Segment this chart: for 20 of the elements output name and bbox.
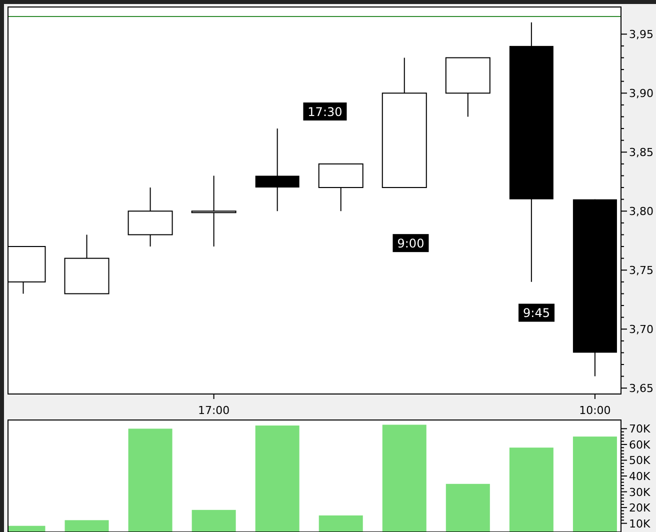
annotation: 17:30 [308, 104, 342, 119]
y-tick-label: 10K [629, 517, 651, 530]
y-tick-label: 3,90 [629, 87, 654, 100]
y-tick-label: 60K [629, 438, 651, 452]
annotation: 9:45 [523, 306, 550, 320]
candlestick [191, 175, 236, 248]
y-tick-label: 30K [629, 486, 651, 499]
x-tick-label: 10:00 [579, 404, 611, 417]
x-tick-label: 17:00 [198, 404, 230, 417]
y-tick-label: 3,85 [629, 146, 654, 160]
y-tick-label: 3,70 [629, 323, 654, 336]
y-tick-label: 70K [629, 422, 651, 436]
y-tick-label: 3,65 [629, 382, 654, 396]
y-tick-label: 50K [629, 454, 651, 468]
y-tick-label: 3,80 [629, 205, 654, 218]
y-tick-label: 3,95 [629, 28, 654, 42]
y-tick-label: 40K [629, 470, 651, 483]
y-tick-label: 20K [629, 502, 651, 515]
y-tick-label: 3,75 [629, 264, 654, 278]
annotation: 9:00 [397, 236, 424, 251]
